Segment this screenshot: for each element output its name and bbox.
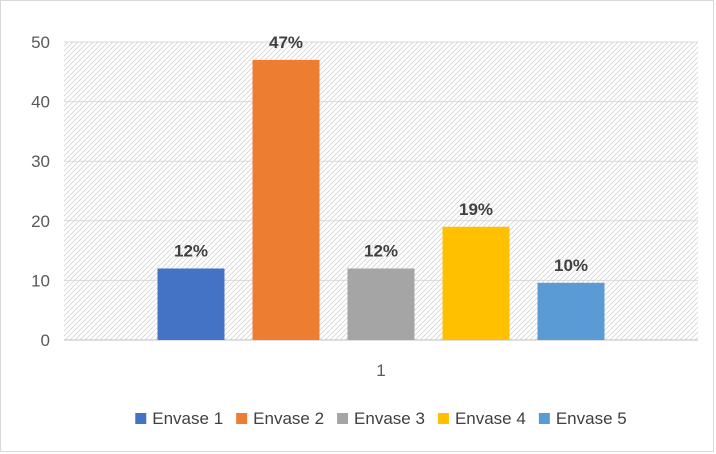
y-tick-label: 30 bbox=[31, 152, 50, 171]
legend-swatch bbox=[538, 413, 550, 424]
bar-envase-2 bbox=[252, 59, 320, 340]
legend-item: Envase 1 bbox=[135, 409, 223, 428]
legend-swatch bbox=[236, 413, 248, 424]
x-axis-ticks: 1 bbox=[376, 361, 385, 380]
y-tick-label: 10 bbox=[31, 271, 50, 290]
data-label: 10% bbox=[554, 256, 588, 275]
legend-label: Envase 1 bbox=[152, 409, 223, 428]
legend-label: Envase 3 bbox=[354, 409, 425, 428]
data-label: 19% bbox=[459, 200, 493, 219]
legend-item: Envase 3 bbox=[337, 409, 425, 428]
bar-envase-5 bbox=[537, 282, 605, 340]
y-tick-label: 50 bbox=[31, 33, 50, 52]
legend-label: Envase 2 bbox=[253, 409, 324, 428]
legend-item: Envase 5 bbox=[538, 409, 627, 428]
y-axis-ticks: 0 10 20 30 40 50 bbox=[31, 33, 50, 350]
bars bbox=[157, 59, 605, 340]
legend-label: Envase 4 bbox=[455, 409, 526, 428]
data-label: 12% bbox=[174, 241, 208, 260]
legend-item: Envase 4 bbox=[437, 409, 526, 428]
legend-label: Envase 5 bbox=[556, 409, 627, 428]
legend: Envase 1 Envase 2 Envase 3 Envase 4 Envase 5 bbox=[135, 409, 627, 428]
bar-envase-4 bbox=[442, 226, 510, 340]
data-label: 47% bbox=[269, 33, 303, 52]
legend-item: Envase 2 bbox=[236, 409, 324, 428]
legend-swatch bbox=[337, 413, 349, 424]
legend-swatch bbox=[437, 413, 449, 424]
data-label: 12% bbox=[364, 241, 398, 260]
y-tick-label: 0 bbox=[41, 331, 50, 350]
x-tick-label: 1 bbox=[376, 361, 385, 380]
data-labels: 12% 47% 12% 19% 10% bbox=[174, 33, 588, 275]
y-tick-label: 40 bbox=[31, 93, 50, 112]
bar-envase-3 bbox=[347, 268, 415, 340]
y-tick-label: 20 bbox=[31, 212, 50, 231]
legend-swatch bbox=[135, 413, 147, 424]
bar-envase-1 bbox=[157, 268, 225, 340]
